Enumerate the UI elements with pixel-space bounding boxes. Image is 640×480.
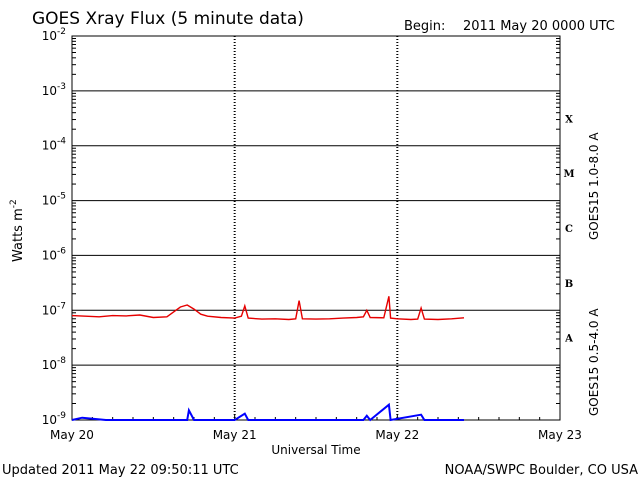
- series-lines: [71, 296, 465, 422]
- y-axis-label: Watts m-2: [9, 199, 26, 262]
- credit-text: NOAA/SWPC Boulder, CO USA: [445, 463, 638, 478]
- y-tick-label: 10-8: [42, 356, 67, 372]
- y-tick-label: 10-5: [42, 192, 66, 208]
- grid-lines: [71, 36, 561, 420]
- y-tick-label: 10-2: [42, 27, 66, 43]
- begin-label: Begin:: [404, 19, 445, 34]
- updated-timestamp: Updated 2011 May 22 09:50:11 UTC: [2, 463, 239, 478]
- flare-class-label: A: [564, 334, 573, 345]
- y-tick-label: 10-4: [42, 137, 67, 153]
- x-tick-label: May 22: [375, 428, 419, 442]
- flare-class-labels: X M C B A: [563, 114, 574, 344]
- plot-frame: [71, 35, 561, 421]
- series-short-channel-line: [71, 402, 464, 422]
- flare-class-label: B: [565, 279, 573, 290]
- x-tick-label: May 20: [50, 428, 94, 442]
- y-tick-label: 10-6: [42, 246, 67, 262]
- x-tick-label: May 21: [213, 428, 257, 442]
- flare-class-label: X: [565, 114, 573, 125]
- x-tick-labels: May 20 May 21 May 22 May 23: [50, 428, 582, 442]
- flare-class-label: M: [563, 169, 574, 180]
- series-long-channel-line: [71, 296, 465, 321]
- chart-title: GOES Xray Flux (5 minute data): [32, 9, 304, 29]
- y-tick-labels: 10-2 10-3 10-4 10-5 10-6 10-7 10-8 10-9: [42, 27, 67, 427]
- y-tick-label: 10-3: [42, 82, 66, 98]
- legend-short-channel: GOES15 0.5-4.0 A: [587, 308, 601, 416]
- flare-class-label: C: [565, 224, 573, 235]
- begin-value: 2011 May 20 0000 UTC: [463, 19, 615, 34]
- y-tick-label: 10-9: [42, 411, 67, 427]
- y-tick-label: 10-7: [42, 301, 66, 317]
- x-tick-label: May 23: [538, 428, 582, 442]
- x-axis-label: Universal Time: [271, 443, 360, 457]
- legend-long-channel: GOES15 1.0-8.0 A: [587, 132, 601, 240]
